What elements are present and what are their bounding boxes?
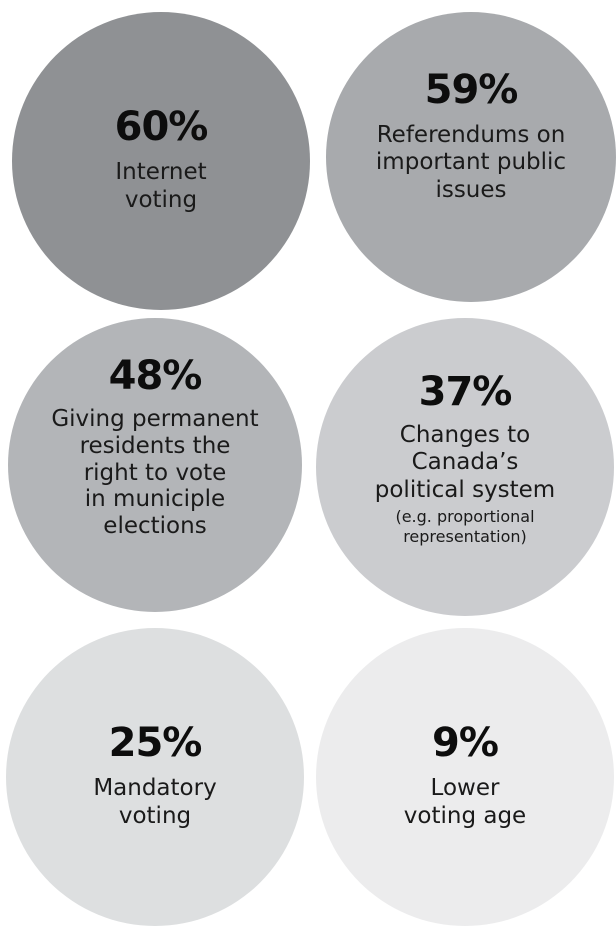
label-line: Referendums on — [376, 121, 566, 148]
percent-value: 48% — [108, 353, 203, 400]
label-line: Giving permanent — [51, 406, 259, 433]
label-line: Changes to — [399, 421, 531, 448]
percent-value: 37% — [418, 368, 513, 415]
label-line: issues — [435, 176, 507, 203]
label-line: voting age — [403, 803, 527, 829]
percent-value: 59% — [424, 66, 519, 113]
label-line: Mandatory — [93, 775, 217, 802]
label-line: in municiple — [84, 486, 226, 513]
label-line: important public — [375, 149, 567, 176]
label-line: Internet — [115, 159, 207, 186]
stat-bubble-political-system-changes: 37% Changes to Canada’s political system… — [316, 318, 614, 616]
stat-bubble-internet-voting: 60% Internet voting — [12, 12, 310, 310]
note-line: (e.g. proportional — [395, 506, 535, 526]
label-line: right to vote — [83, 459, 227, 486]
bubble-label: Giving permanent residents the right to … — [51, 406, 258, 539]
label-line: voting — [118, 803, 192, 829]
percent-value: 25% — [108, 720, 203, 767]
stat-bubble-permanent-residents-vote: 48% Giving permanent residents the right… — [8, 318, 302, 612]
stat-bubble-mandatory-voting: 25% Mandatory voting — [6, 628, 304, 926]
bubble-label: Internet voting — [115, 159, 206, 214]
percent-value: 9% — [432, 720, 499, 767]
bubble-label: Lower voting age — [404, 775, 526, 830]
label-line: Canada’s — [411, 449, 519, 476]
bubble-label: Changes to Canada’s political system — [375, 422, 555, 505]
label-line: political system — [374, 477, 556, 503]
label-line: residents the — [79, 432, 231, 459]
label-line: voting — [124, 187, 198, 213]
bubble-label: Mandatory voting — [93, 775, 216, 830]
label-line: elections — [103, 513, 207, 539]
stat-bubble-lower-voting-age: 9% Lower voting age — [316, 628, 614, 926]
percent-value: 60% — [114, 104, 209, 151]
stat-bubble-referendums: 59% Referendums on important public issu… — [326, 12, 616, 302]
label-line: Lower — [430, 775, 500, 802]
bubble-label: Referendums on important public issues — [376, 122, 566, 205]
note-line: representation) — [403, 527, 527, 547]
bubble-note: (e.g. proportional representation) — [395, 507, 534, 549]
